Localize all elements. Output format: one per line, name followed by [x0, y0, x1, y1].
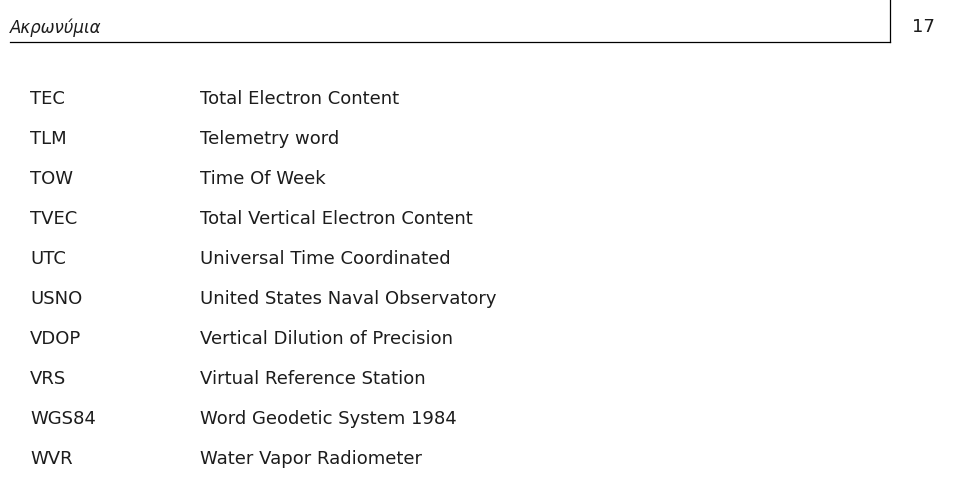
Text: WVR: WVR [30, 450, 73, 468]
Text: Virtual Reference Station: Virtual Reference Station [200, 370, 425, 388]
Text: WGS84: WGS84 [30, 410, 96, 428]
Text: USNO: USNO [30, 290, 83, 308]
Text: Water Vapor Radiometer: Water Vapor Radiometer [200, 450, 422, 468]
Text: TOW: TOW [30, 170, 73, 188]
Text: Vertical Dilution of Precision: Vertical Dilution of Precision [200, 330, 453, 348]
Text: Total Electron Content: Total Electron Content [200, 90, 399, 108]
Text: Ακρωνύμια: Ακρωνύμια [10, 18, 102, 37]
Text: Telemetry word: Telemetry word [200, 130, 339, 148]
Text: Universal Time Coordinated: Universal Time Coordinated [200, 250, 450, 268]
Text: United States Naval Observatory: United States Naval Observatory [200, 290, 496, 308]
Text: TEC: TEC [30, 90, 65, 108]
Text: TVEC: TVEC [30, 210, 77, 228]
Text: Time Of Week: Time Of Week [200, 170, 325, 188]
Text: TLM: TLM [30, 130, 66, 148]
Text: Total Vertical Electron Content: Total Vertical Electron Content [200, 210, 472, 228]
Text: UTC: UTC [30, 250, 66, 268]
Text: Word Geodetic System 1984: Word Geodetic System 1984 [200, 410, 457, 428]
Text: VRS: VRS [30, 370, 66, 388]
Text: 17: 17 [912, 18, 935, 36]
Text: VDOP: VDOP [30, 330, 82, 348]
